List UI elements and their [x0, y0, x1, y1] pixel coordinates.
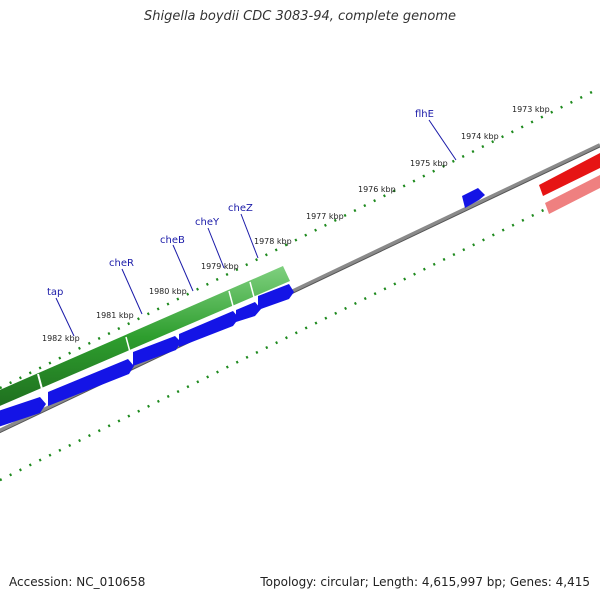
- rrna-track: [539, 153, 600, 214]
- kbp-label: 1980 kbp: [149, 287, 187, 296]
- kbp-label: 1976 kbp: [358, 185, 396, 194]
- kbp-label: 1977 kbp: [306, 212, 344, 221]
- kbp-tick-labels: 1973 kbp 1974 kbp 1975 kbp 1976 kbp 1977…: [42, 105, 550, 343]
- kbp-label: 1981 kbp: [96, 311, 134, 320]
- gene-label-tap: tap: [47, 287, 63, 298]
- cds-block: [133, 336, 181, 366]
- kbp-label: 1982 kbp: [42, 334, 80, 343]
- inner-tick-ring: [0, 180, 600, 482]
- gene-label-leaders: [55, 119, 457, 337]
- rrna-block: [539, 153, 600, 196]
- gene-label-cher: cheR: [109, 258, 134, 269]
- genome-summary-text: Topology: circular; Length: 4,615,997 bp…: [260, 575, 590, 589]
- kbp-label: 1975 kbp: [410, 159, 448, 168]
- kbp-label: 1978 kbp: [254, 237, 292, 246]
- outer-tick-ring: [0, 86, 600, 390]
- forward-feature-track: [0, 266, 290, 406]
- kbp-label: 1974 kbp: [461, 132, 499, 141]
- gene-labels: tap cheR cheB cheY cheZ flhE: [47, 109, 434, 298]
- cds-block: [462, 188, 485, 208]
- gene-label-cheb: cheB: [160, 235, 185, 246]
- map-title: Shigella boydii CDC 3083-94, complete ge…: [143, 9, 457, 24]
- gene-label-chez: cheZ: [228, 203, 253, 214]
- cds-block: [0, 397, 46, 427]
- cds-block: [258, 284, 294, 310]
- genome-backbone-shadow: [0, 146, 600, 434]
- gene-label-flhe: flhE: [415, 109, 434, 120]
- rrna-block-light: [545, 175, 600, 214]
- accession-text: Accession: NC_010658: [9, 575, 146, 589]
- cds-track: [0, 188, 485, 427]
- cds-block: [179, 311, 239, 347]
- kbp-label: 1979 kbp: [201, 262, 239, 271]
- gene-label-chey: cheY: [195, 217, 220, 228]
- cds-block: [236, 302, 261, 322]
- cds-block: [48, 359, 134, 406]
- kbp-label: 1973 kbp: [512, 105, 550, 114]
